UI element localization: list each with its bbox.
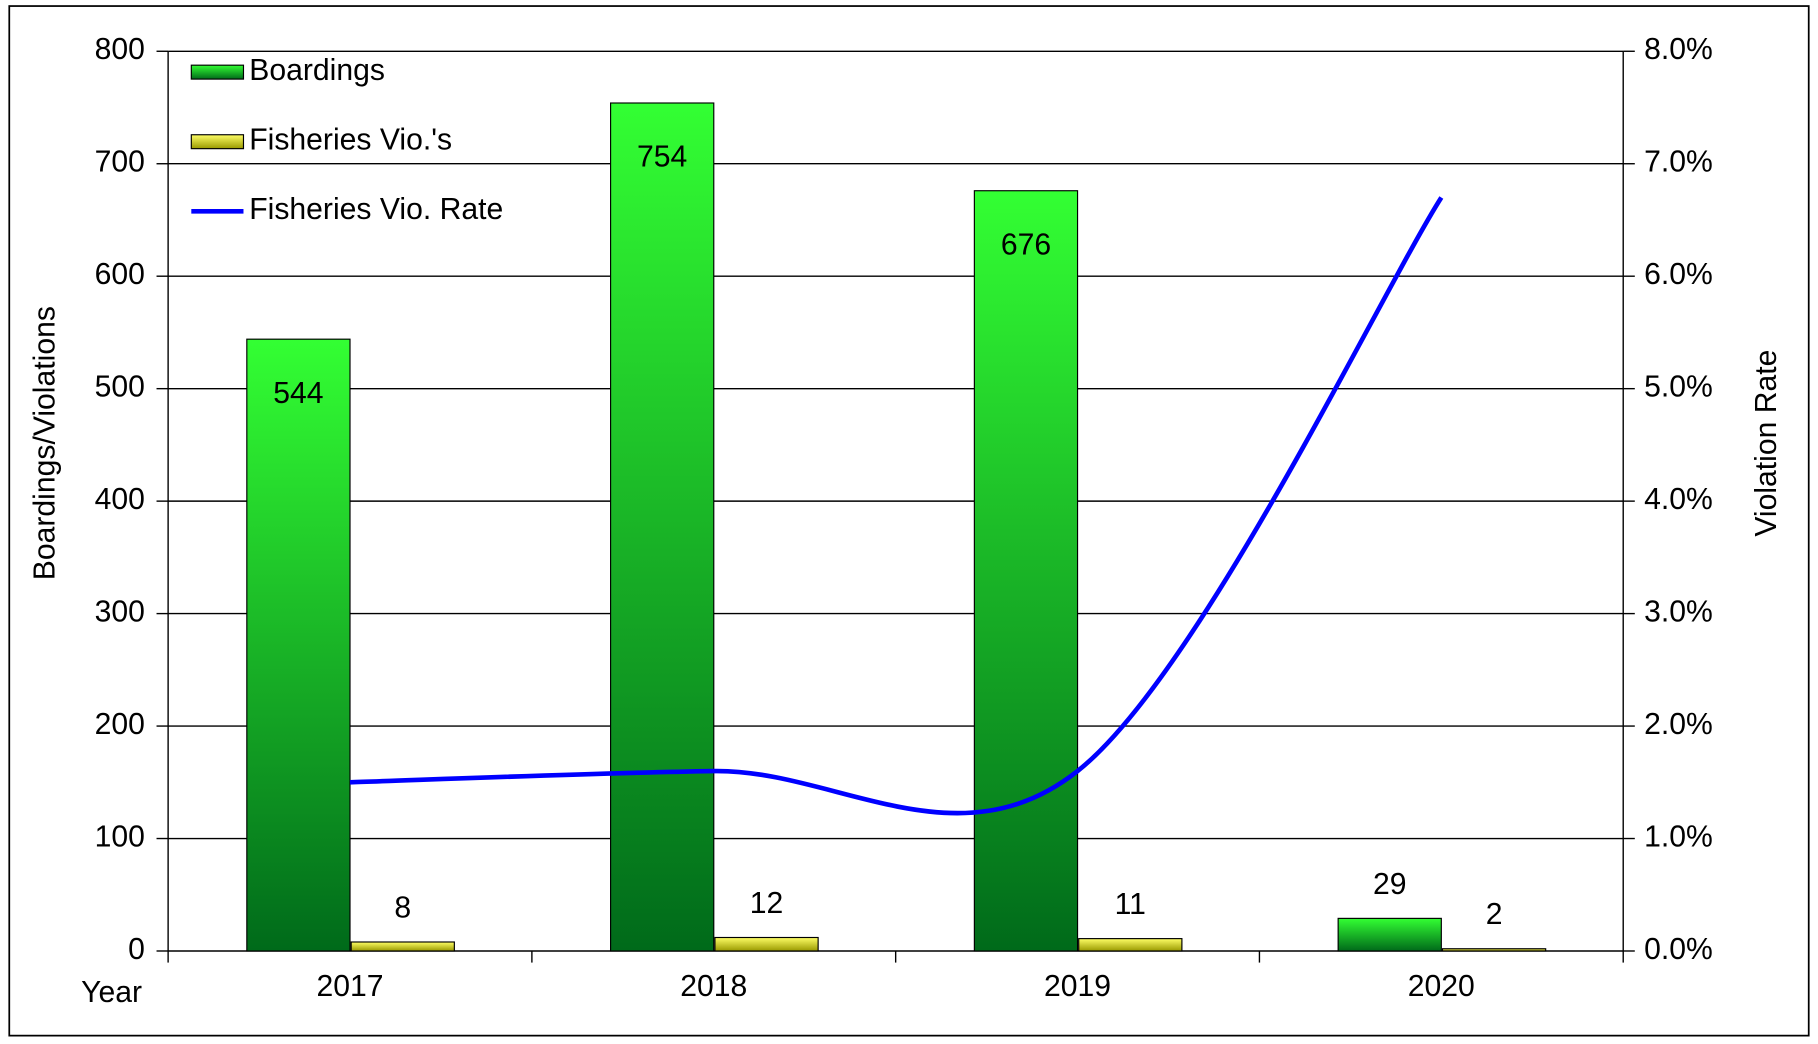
data-label: 11 <box>1115 888 1146 921</box>
data-label: 754 <box>637 141 687 174</box>
data-label: 12 <box>750 887 784 920</box>
y2-axis-label: Violation Rate <box>1750 350 1783 537</box>
x-tick-label: 2017 <box>316 970 383 1003</box>
y2-tick-label: 8.0% <box>1644 33 1713 66</box>
y2-tick-label: 1.0% <box>1644 820 1713 853</box>
y-tick-label: 300 <box>95 596 145 629</box>
bar <box>1078 938 1183 952</box>
x-axis-label: Year <box>81 976 142 1009</box>
bar <box>1337 917 1442 952</box>
data-label: 2 <box>1486 898 1503 931</box>
bar <box>246 338 351 952</box>
legend-label: Fisheries Vio. Rate <box>249 193 503 226</box>
y-tick-label: 400 <box>95 483 145 516</box>
line <box>349 196 1444 816</box>
data-label: 676 <box>1001 228 1051 261</box>
y2-tick-label: 0.0% <box>1644 933 1713 966</box>
y-tick-label: 100 <box>95 820 145 853</box>
y2-tick-label: 5.0% <box>1644 371 1713 404</box>
x-tick-label: 2019 <box>1044 970 1111 1003</box>
y-tick-label: 700 <box>95 146 145 179</box>
y-tick-label: 800 <box>95 33 145 66</box>
bar <box>714 936 819 952</box>
bar <box>1441 948 1547 952</box>
legend-label: Fisheries Vio.'s <box>249 124 452 157</box>
y-tick-label: 500 <box>95 371 145 404</box>
y-axis-label: Boardings/Violations <box>28 306 61 580</box>
y-tick-label: 0 <box>128 933 145 966</box>
data-label: 29 <box>1373 868 1407 901</box>
legend-label: Boardings <box>249 54 385 87</box>
y2-tick-label: 2.0% <box>1644 708 1713 741</box>
legend-swatch <box>190 134 245 150</box>
y2-tick-label: 4.0% <box>1644 483 1713 516</box>
bar <box>973 190 1079 952</box>
x-tick-label: 2018 <box>680 970 747 1003</box>
y-tick-label: 600 <box>95 258 145 291</box>
data-label: 8 <box>394 891 411 924</box>
bar <box>350 941 455 952</box>
y2-tick-label: 3.0% <box>1644 596 1713 629</box>
bar <box>610 102 715 952</box>
x-tick-label: 2020 <box>1408 970 1475 1003</box>
y2-tick-label: 7.0% <box>1644 146 1713 179</box>
legend-swatch <box>190 64 245 80</box>
y-tick-label: 200 <box>95 708 145 741</box>
y2-tick-label: 6.0% <box>1644 258 1713 291</box>
data-label: 544 <box>273 377 323 410</box>
